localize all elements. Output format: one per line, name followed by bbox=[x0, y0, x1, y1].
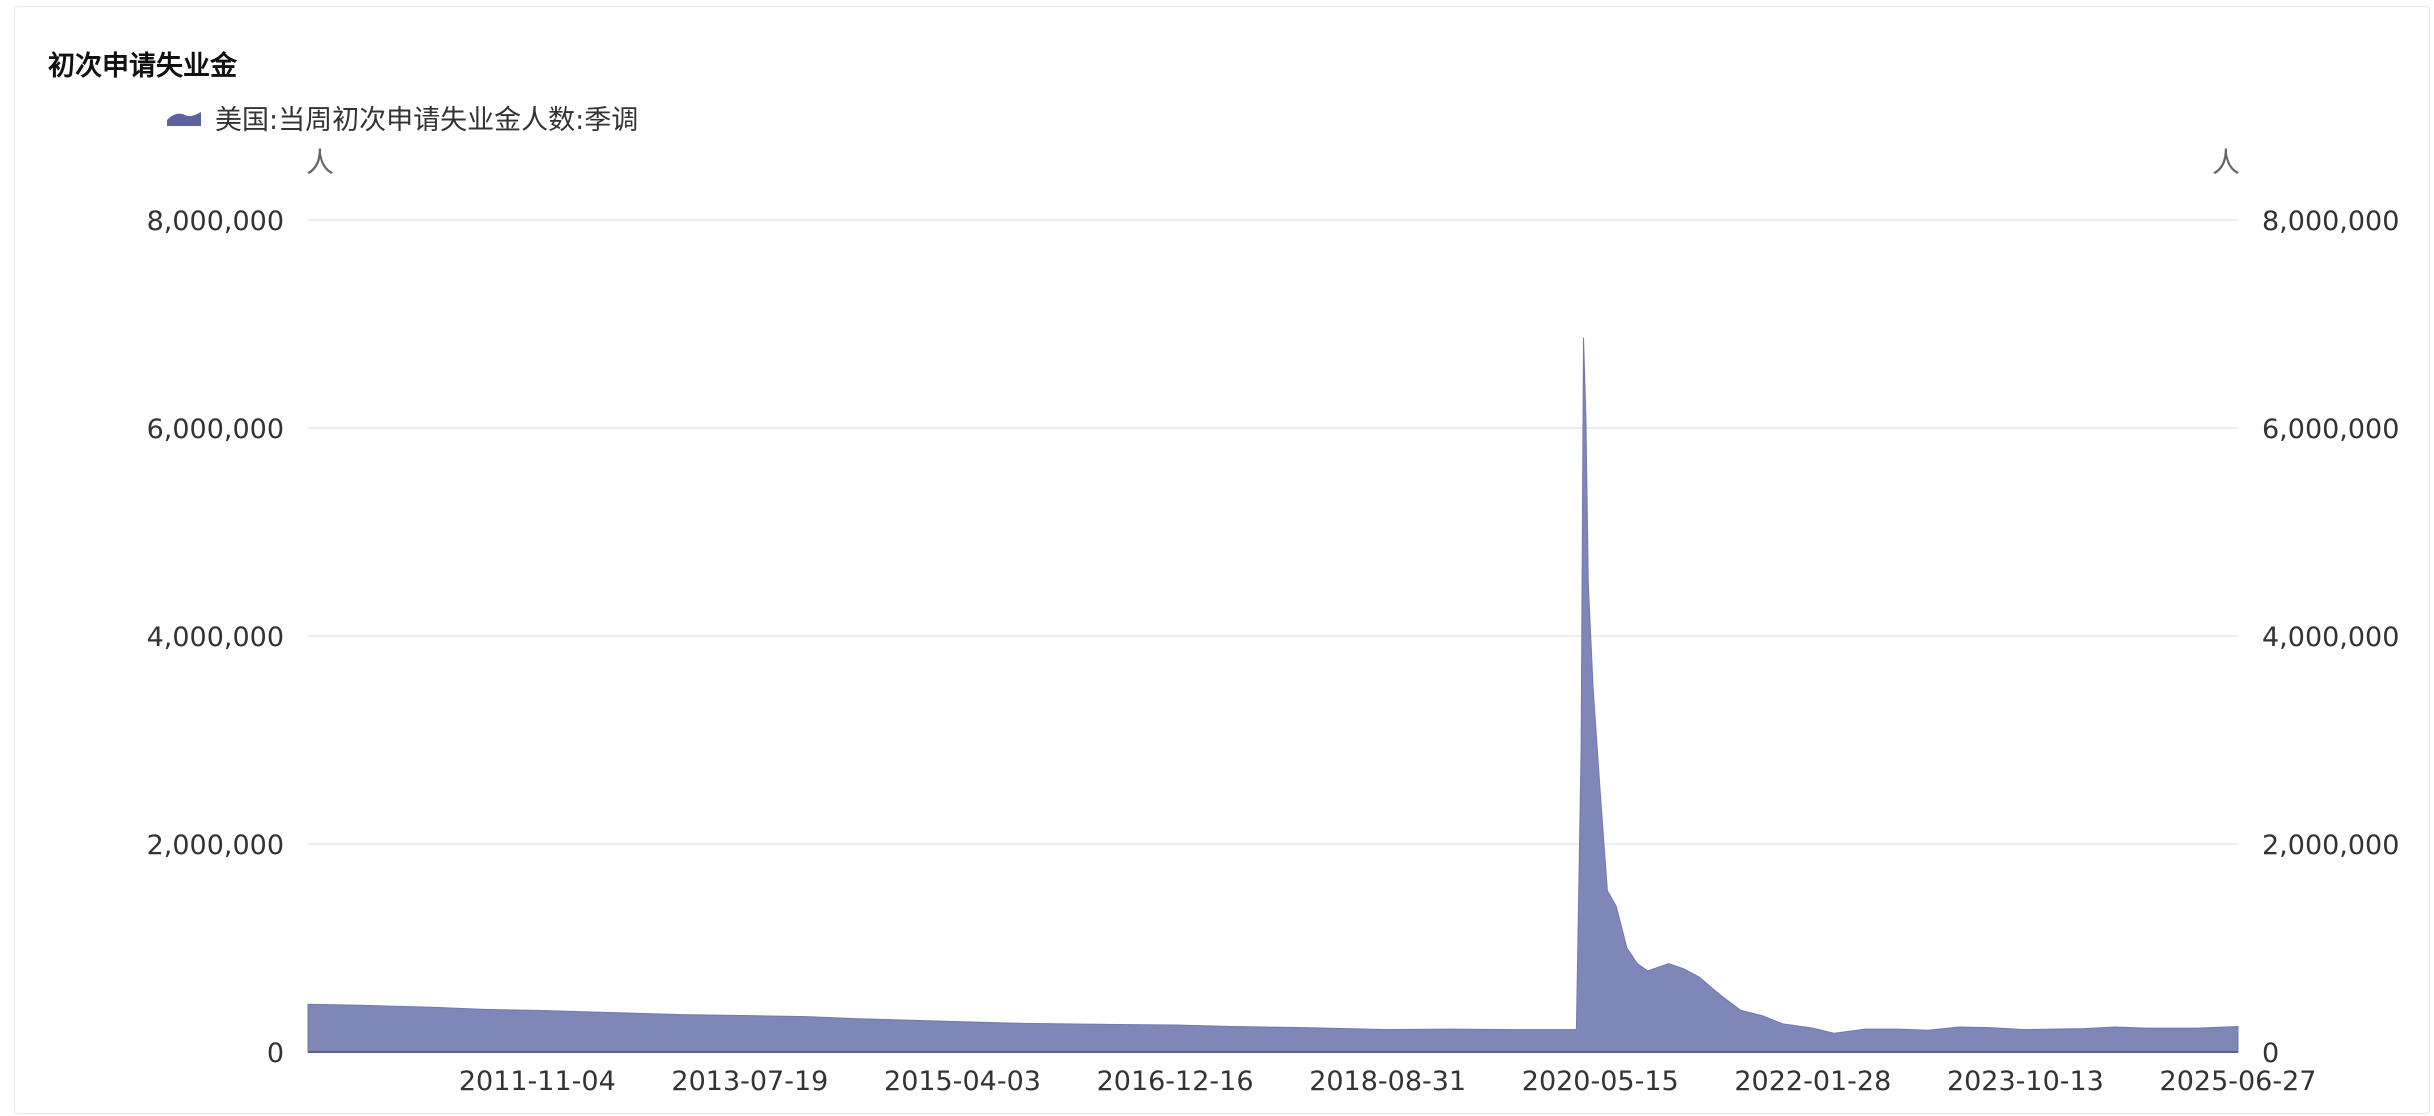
legend-label: 美国:当周初次申请失业金人数:季调 bbox=[215, 105, 639, 136]
y-right-tick-label: 8,000,000 bbox=[2262, 206, 2399, 237]
y-left-tick-label: 4,000,000 bbox=[147, 622, 284, 653]
y-left-tick-label: 6,000,000 bbox=[147, 414, 284, 445]
x-tick-label: 2018-08-31 bbox=[1309, 1066, 1466, 1097]
chart-title: 初次申请失业金 bbox=[48, 51, 237, 82]
y-left-tick-label: 2,000,000 bbox=[147, 830, 284, 861]
y-left-tick-label: 8,000,000 bbox=[147, 206, 284, 237]
y-right-tick-label: 2,000,000 bbox=[2262, 830, 2399, 861]
x-tick-label: 2016-12-16 bbox=[1097, 1066, 1254, 1097]
y-right-tick-label: 0 bbox=[2262, 1038, 2279, 1069]
legend[interactable]: 美国:当周初次申请失业金人数:季调 bbox=[165, 98, 638, 137]
area-series-initial-claims bbox=[307, 337, 2239, 1053]
y-left-unit: 人 bbox=[306, 146, 334, 179]
x-tick-label: 2015-04-03 bbox=[884, 1066, 1041, 1097]
x-tick-label: 2025-06-27 bbox=[2160, 1066, 2317, 1097]
y-right-tick-label: 4,000,000 bbox=[2262, 622, 2399, 653]
y-right-unit: 人 bbox=[2212, 146, 2240, 179]
legend-area-icon bbox=[167, 111, 201, 126]
y-left-tick-label: 0 bbox=[267, 1038, 284, 1069]
x-tick-label: 2020-05-15 bbox=[1522, 1066, 1679, 1097]
x-tick-label: 2011-11-04 bbox=[459, 1066, 616, 1097]
x-tick-label: 2023-10-13 bbox=[1947, 1066, 2104, 1097]
chart-card bbox=[14, 6, 2430, 1114]
x-tick-label: 2013-07-19 bbox=[671, 1066, 828, 1097]
y-right-tick-label: 6,000,000 bbox=[2262, 414, 2399, 445]
x-tick-label: 2022-01-28 bbox=[1734, 1066, 1891, 1097]
